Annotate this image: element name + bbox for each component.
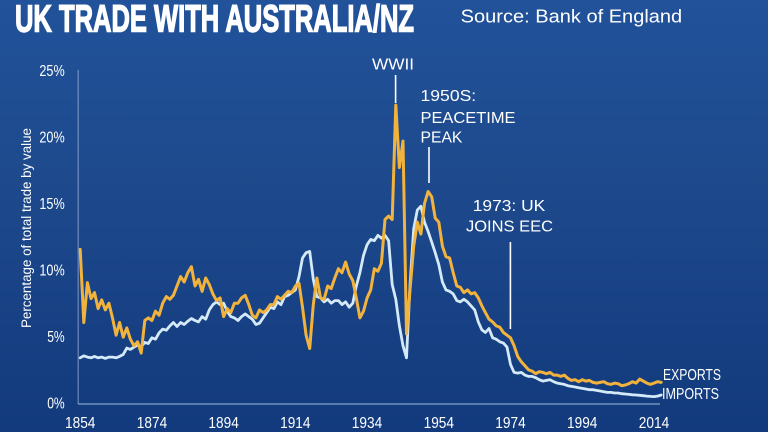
svg-text:EXPORTS: EXPORTS	[663, 367, 721, 384]
svg-text:1973: UK: 1973: UK	[473, 198, 546, 215]
svg-text:1994: 1994	[567, 415, 597, 432]
svg-text:PEAK: PEAK	[421, 129, 463, 146]
svg-text:1950S:: 1950S:	[421, 88, 477, 105]
svg-text:15%: 15%	[39, 196, 64, 213]
svg-text:JOINS EEC: JOINS EEC	[466, 219, 553, 236]
svg-text:1894: 1894	[208, 415, 238, 432]
svg-text:1934: 1934	[352, 415, 382, 432]
svg-text:25%: 25%	[39, 63, 64, 80]
svg-text:10%: 10%	[39, 263, 64, 280]
svg-text:1854: 1854	[65, 415, 95, 432]
svg-text:Percentage of total trade by v: Percentage of total trade by value	[19, 128, 34, 328]
svg-text:UK TRADE WITH AUSTRALIA/NZ: UK TRADE WITH AUSTRALIA/NZ	[15, 0, 414, 41]
svg-text:20%: 20%	[39, 130, 64, 147]
svg-text:0%: 0%	[47, 396, 65, 413]
svg-text:WWII: WWII	[372, 57, 414, 74]
svg-text:1954: 1954	[424, 415, 454, 432]
svg-text:5%: 5%	[47, 329, 65, 346]
svg-text:1974: 1974	[495, 415, 525, 432]
svg-text:2014: 2014	[639, 415, 669, 432]
svg-text:IMPORTS: IMPORTS	[662, 386, 719, 403]
svg-text:PEACETIME: PEACETIME	[421, 110, 516, 127]
svg-text:1914: 1914	[280, 415, 310, 432]
svg-text:Source: Bank of England: Source: Bank of England	[461, 6, 683, 26]
svg-text:1874: 1874	[137, 415, 167, 432]
